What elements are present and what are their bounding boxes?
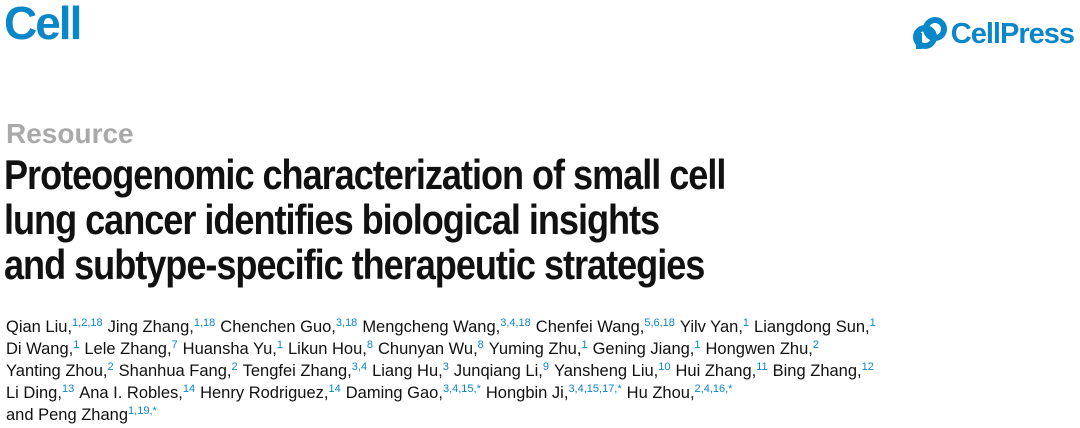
author-name: Yuming Zhu, (488, 340, 582, 358)
affiliation-marks: 1 (742, 316, 750, 329)
affiliation-marks: 12 (861, 360, 874, 373)
affiliation-marks: 5,6,18 (644, 316, 675, 329)
author-line: Di Wang,1 Lele Zhang,7 Huansha Yu,1 Likun H… (6, 338, 881, 360)
author-name: Junqiang Li, (453, 362, 543, 380)
affiliation-marks: 1 (276, 338, 283, 351)
author-name: Hui Zhang, (675, 362, 757, 380)
author-name: Hu Zhou, (626, 384, 695, 402)
affiliation-marks: 3 (442, 360, 449, 373)
affiliation-marks: 14 (182, 382, 196, 395)
author-name: Shanhua Fang, (118, 362, 232, 380)
author-name: Chenchen Guo, (220, 318, 336, 336)
affiliation-marks: 3,4,18 (500, 316, 531, 329)
title-line: lung cancer identifies biological insigh… (4, 196, 660, 243)
author-name: Hongbin Ji, (485, 384, 569, 402)
affiliation-marks: 2 (812, 338, 819, 351)
author-name: Liangdong Sun, (754, 318, 870, 336)
publisher-logo: CellPress (912, 17, 1075, 51)
author-name: Lele Zhang, (84, 340, 172, 358)
affiliation-marks: 3,4,15,* (442, 382, 481, 395)
author-name: Yansheng Liu, (553, 362, 659, 380)
author-name: Di Wang, (6, 340, 74, 358)
affiliation-marks: 1 (581, 338, 588, 351)
publisher-icon (912, 17, 947, 49)
affiliation-marks: 1 (869, 316, 876, 329)
article-type: Resource (6, 118, 134, 149)
author-list: Qian Liu,1,2,18 Jing Zhang,1,18 Chenchen G… (6, 316, 881, 426)
author-line: and Peng Zhang1,19,* (6, 404, 881, 426)
author-name: and Peng Zhang (6, 406, 129, 424)
author-name: Yilv Yan, (679, 318, 743, 336)
affiliation-marks: 10 (658, 360, 671, 373)
author-name: Bing Zhang, (772, 362, 862, 380)
publisher-name: CellPress (950, 17, 1075, 50)
author-name: Hongwen Zhu, (705, 340, 813, 358)
affiliation-marks: 3,4 (351, 360, 368, 373)
author-name: Chenfei Wang, (535, 318, 645, 336)
author-name: Gening Jiang, (592, 340, 695, 358)
affiliation-marks: 2 (231, 360, 238, 373)
article-title: Proteogenomic characterization of small … (4, 151, 726, 288)
affiliation-marks: 1,19,* (128, 404, 157, 417)
affiliation-marks: 1 (694, 338, 701, 351)
affiliation-marks: 11 (756, 360, 768, 373)
author-name: Jing Zhang, (107, 318, 194, 336)
author-name: Qian Liu, (6, 318, 73, 336)
author-line: Yanting Zhou,2 Shanhua Fang,2 Tengfei Zhan… (6, 360, 881, 382)
author-name: Tengfei Zhang, (242, 362, 352, 380)
affiliation-marks: 9 (542, 360, 549, 373)
affiliation-marks: 2,4,16,* (694, 382, 733, 395)
affiliation-marks: 8 (366, 338, 373, 351)
title-line: and subtype-specific therapeutic strateg… (4, 241, 705, 288)
affiliation-marks: 7 (171, 338, 178, 351)
author-name: Huansha Yu, (182, 340, 277, 358)
affiliation-marks: 3,4,15,17,* (568, 382, 622, 395)
affiliation-marks: 14 (328, 382, 341, 395)
author-line: Qian Liu,1,2,18 Jing Zhang,1,18 Chenchen G… (6, 316, 881, 338)
affiliation-marks: 1 (73, 338, 80, 351)
affiliation-marks: 1,18 (193, 316, 216, 329)
author-name: Li Ding, (6, 384, 62, 402)
author-name: Mengcheng Wang, (362, 318, 501, 336)
author-name: Daming Gao, (345, 384, 443, 402)
title-line: Proteogenomic characterization of small … (4, 151, 726, 198)
affiliation-marks: 1,2,18 (72, 316, 103, 329)
affiliation-marks: 8 (477, 338, 484, 351)
journal-logo: Cell (4, 0, 82, 49)
author-name: Yanting Zhou, (6, 362, 108, 380)
affiliation-marks: 13 (61, 382, 75, 395)
author-line: Li Ding,13 Ana I. Robles,14 Henry Rodrigue… (6, 382, 881, 404)
author-name: Likun Hou, (287, 340, 367, 358)
author-name: Chunyan Wu, (378, 340, 478, 358)
affiliation-marks: 2 (107, 360, 114, 373)
affiliation-marks: 3,18 (335, 316, 358, 329)
author-name: Henry Rodriguez, (200, 384, 329, 402)
author-name: Ana I. Robles, (79, 384, 183, 402)
author-name: Liang Hu, (372, 362, 443, 380)
